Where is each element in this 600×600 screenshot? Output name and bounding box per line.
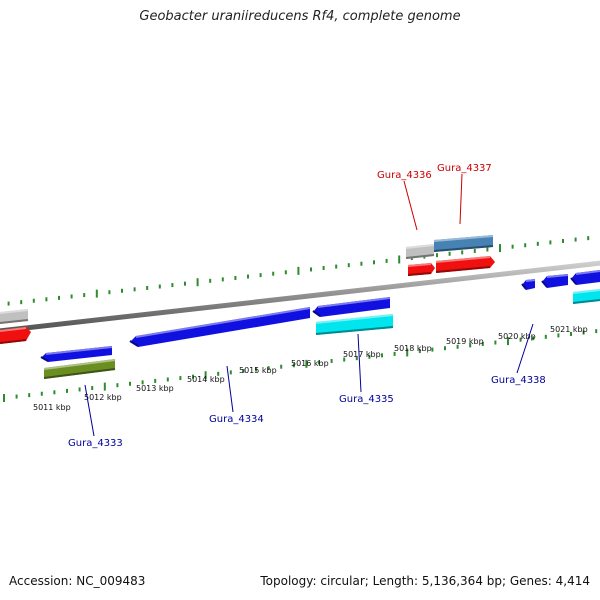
kbp-tick-label: 5021 kbp [550,325,588,334]
blue-gene-right [570,270,600,285]
cyan-feature-right [572,289,600,304]
steel-feature-4337 [433,235,494,252]
grey-feature-4336 [405,244,435,259]
kbp-ruler [3,236,598,402]
blue-gene-4335 [312,297,391,317]
svg-text:Gura_4334: Gura_4334 [209,414,264,425]
kbp-tick-label: 5014 kbp [187,375,225,384]
svg-text:Gura_4336: Gura_4336 [377,170,432,181]
kbp-tick-label: 5017 kbp [343,350,381,359]
kbp-tick-label: 5016 kbp [291,359,329,368]
kbp-tick-label: 5011 kbp [33,403,71,412]
svg-text:Gura_4335: Gura_4335 [339,394,394,405]
lower-ruler [3,329,598,402]
blue-gene-4333 [40,346,113,362]
accession-text: Accession: NC_009483 [9,574,146,588]
gene-label-gura-4335: Gura_4335 [339,333,394,405]
upper-ruler [7,236,590,306]
red-gene-4337 [435,256,495,273]
kbp-tick-label: 5018 kbp [394,344,432,353]
gene-label-gura-4334: Gura_4334 [209,365,264,425]
genome-backbone [0,260,600,334]
genome-summary-text: Topology: circular; Length: 5,136,364 bp… [260,574,590,588]
blue-gene-4334 [129,307,311,347]
red-gene-4336 [407,263,435,276]
svg-text:Gura_4338: Gura_4338 [491,375,546,386]
gene-label-gura-4337: Gura_4337 [437,163,492,225]
kbp-tick-label: 5015 kbp [239,366,277,375]
olive-feature-4333 [43,359,116,379]
gene-label-gura-4333: Gura_4333 [68,384,123,449]
gene-features [0,235,600,379]
grey-feature-left [0,309,29,324]
kbp-tick-label: 5012 kbp [84,393,122,402]
svg-text:Gura_4337: Gura_4337 [437,163,492,174]
kbp-tick-label: 5019 kbp [446,337,484,346]
blue-gene-small-b [541,274,569,288]
red-gene-left [0,327,31,344]
map-title: Geobacter uraniireducens Rf4, complete g… [139,9,461,24]
gene-labels: Gura_4336 Gura_4337 Gura_4333 Gura_4334 Gura… [68,163,546,449]
kbp-tick-label: 5013 kbp [136,384,174,393]
gene-label-gura-4338: Gura_4338 [491,323,546,386]
blue-gene-small-a [521,279,536,290]
kbp-tick-labels: 5011 kbp 5012 kbp 5013 kbp 5014 kbp 5015 kbp… [33,325,588,412]
cyan-feature-4335 [315,314,394,335]
kbp-tick-label: 5020 kbp [498,332,536,341]
svg-text:Gura_4333: Gura_4333 [68,438,123,449]
gene-label-gura-4336: Gura_4336 [377,170,432,231]
